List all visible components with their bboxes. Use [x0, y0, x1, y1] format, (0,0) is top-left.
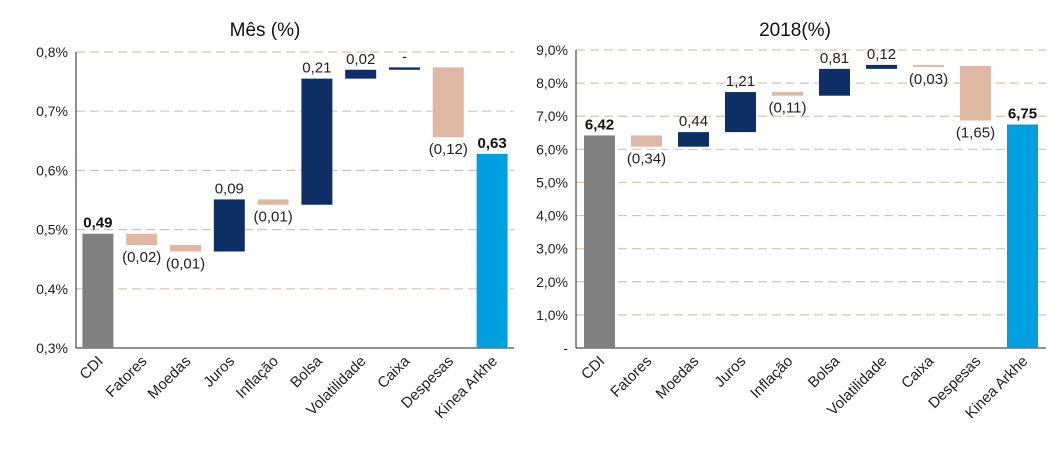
bar-moedas — [170, 244, 201, 252]
category-label: Inflação — [233, 353, 282, 402]
y-tick-label: 6,0% — [536, 141, 568, 157]
data-label: (0,12) — [429, 141, 468, 158]
chart-year-2018: 2018(%) - 1,0% 2,0% 3,0% 4,0% 5,0% 6,0% 7,0% 8,0… — [536, 20, 1046, 422]
y-tick-label: - — [563, 340, 568, 356]
y-tick-label: 0,6% — [36, 162, 68, 178]
y-tick-label: 1,0% — [536, 307, 568, 323]
data-label: - — [402, 48, 407, 65]
y-tick-label: 2,0% — [536, 274, 568, 290]
bar-fatores — [126, 233, 158, 245]
data-label: 6,42 — [585, 116, 614, 133]
data-label: (0,03) — [909, 71, 948, 88]
bar-bolsa — [819, 68, 850, 96]
data-label: 0,49 — [83, 215, 112, 232]
bar-despesas — [960, 65, 991, 121]
category-label: CDI — [76, 353, 106, 383]
y-tick-label: 0,3% — [36, 340, 68, 356]
category-label: Juros — [711, 353, 749, 391]
data-label: 0,02 — [346, 51, 375, 68]
data-label: 0,81 — [820, 50, 849, 67]
bar-despesas — [432, 67, 464, 138]
bar-moedas — [678, 132, 709, 147]
category-label: Juros — [200, 353, 238, 391]
y-tick-label: 4,0% — [536, 208, 568, 224]
y-tick-label: 0,4% — [36, 281, 68, 297]
bar-volatilidade — [866, 64, 897, 69]
bar-bolsa — [301, 78, 333, 205]
category-label: Bolsa — [287, 352, 326, 391]
y-tick-label: 0,7% — [36, 103, 68, 119]
category-label: Moedas — [145, 353, 195, 403]
category-label: Caixa — [898, 352, 938, 392]
data-label: 0,21 — [302, 60, 331, 77]
bar-kinea-arkhe — [476, 153, 508, 348]
chart-month: Mês (%) 0,3% 0,4% 0,5% 0,6% 0,7% 0,8% 0,49 (0,0… — [36, 20, 514, 422]
y-tick-label: 3,0% — [536, 241, 568, 257]
category-label: Inflação — [747, 353, 796, 402]
category-label: Fatores — [607, 353, 655, 401]
y-tick-label: 0,8% — [36, 44, 68, 60]
data-label: 0,44 — [679, 113, 708, 130]
data-label: 6,75 — [1008, 106, 1037, 123]
y-tick-label: 9,0% — [536, 42, 568, 58]
data-label: (0,11) — [768, 100, 806, 117]
bar-caixa — [913, 64, 944, 67]
y-tick-label: 0,5% — [36, 222, 68, 238]
bar-kinea-arkhe — [1007, 124, 1038, 348]
data-label: 0,09 — [215, 180, 244, 197]
category-label: Caixa — [374, 352, 414, 392]
bar-volatilidade — [345, 69, 377, 79]
bar-cdi — [82, 233, 114, 348]
y-tick-label: 7,0% — [536, 108, 568, 124]
data-label: 1,21 — [726, 73, 755, 90]
data-label: (1,65) — [956, 125, 995, 142]
y-tick-label: 8,0% — [536, 75, 568, 91]
data-label: 0,63 — [477, 135, 506, 152]
data-label: (0,01) — [254, 209, 293, 226]
data-label: (0,02) — [122, 249, 161, 266]
bar-juros — [725, 92, 756, 133]
category-label: Moedas — [653, 353, 703, 403]
chart-title-year: 2018(%) — [759, 20, 831, 41]
data-label: (0,01) — [166, 256, 205, 273]
bar-cdi — [584, 135, 615, 348]
category-label: CDI — [578, 353, 608, 383]
bar-infla-o — [257, 199, 289, 205]
data-label: 0,12 — [867, 46, 896, 63]
bar-infla-o — [772, 92, 803, 96]
bar-fatores — [631, 135, 662, 147]
category-label: Fatores — [103, 353, 151, 401]
category-label: Bolsa — [805, 352, 844, 391]
y-tick-label: 5,0% — [536, 174, 568, 190]
chart-title-month: Mês (%) — [230, 20, 301, 41]
bar-juros — [213, 199, 245, 252]
bar-caixa — [389, 67, 420, 70]
data-label: (0,34) — [627, 151, 666, 168]
